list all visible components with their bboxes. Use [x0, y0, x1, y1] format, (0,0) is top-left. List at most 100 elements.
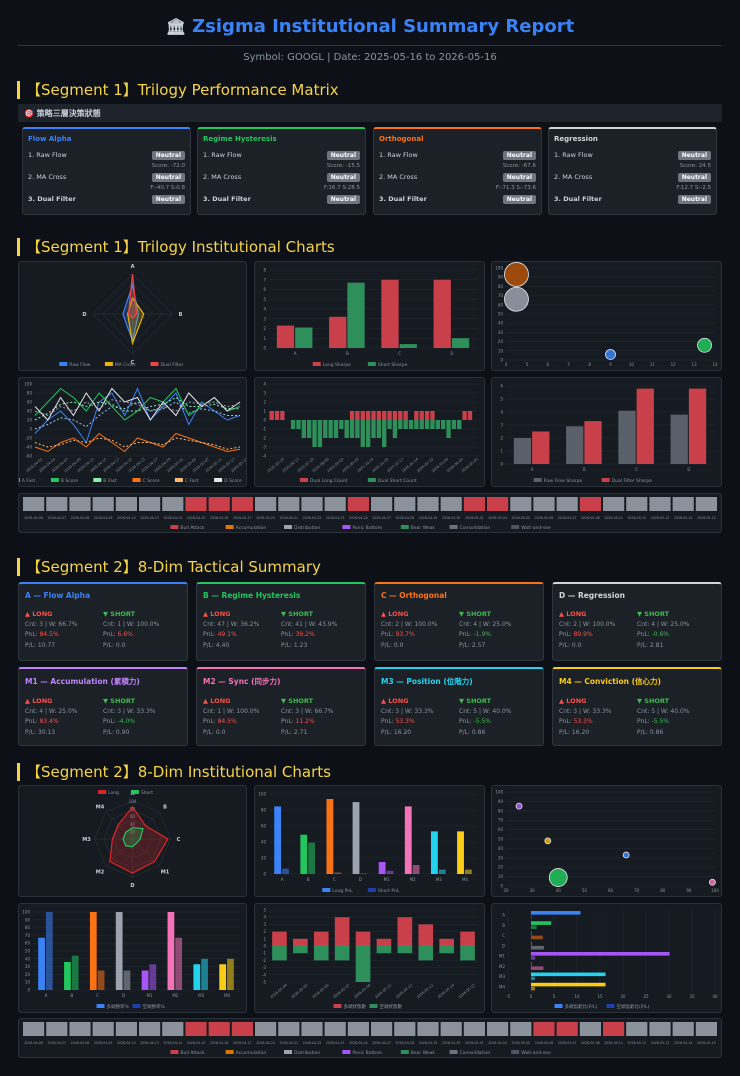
bar	[531, 962, 532, 966]
segment2-summary-title: 【Segment 2】8-Dim Tactical Summary	[17, 558, 321, 576]
chart-panel-c6_bars: 0 1 2 3 4 5 6 A B C D Raw Flow Sharpe Dual Filter Sh…	[491, 377, 722, 487]
short-column: ▼ SHORT Cnt: 5 | W: 40.0% PnL: -5.5% P/L: 0…	[637, 696, 715, 738]
legend-swatch	[342, 1050, 351, 1054]
legend-label: Bull Attack	[180, 525, 205, 531]
short-label: ▼ SHORT	[637, 697, 670, 705]
heatmap-cell	[231, 497, 253, 511]
x-tick-label: 35	[689, 994, 695, 999]
legend-label: Wait-and-see	[521, 1050, 551, 1056]
y-tick-label: 60	[27, 400, 33, 405]
legend-label: Distribution	[294, 1050, 320, 1056]
y-tick-label: 7	[263, 277, 266, 282]
y-tick-label: 80	[498, 808, 504, 813]
legend-swatch	[130, 790, 139, 794]
pnl-prefix: PnL:	[559, 631, 574, 638]
y-tick-label: 5	[500, 397, 503, 402]
x-tick-label: 2026-04-24	[349, 516, 368, 520]
y-tick-label: -60	[25, 454, 32, 459]
profit-loss-ratio: P/L: 1.23	[281, 641, 308, 649]
bar	[115, 912, 123, 990]
chart-panel-c8_radar: ABCM1DM2M3M420406080100LongShort	[18, 785, 247, 897]
bar	[440, 420, 446, 429]
pnl-prefix: PnL:	[637, 631, 652, 638]
bar	[460, 946, 475, 961]
x-tick-label: 20	[620, 994, 626, 999]
heatmap-cell	[440, 1022, 462, 1036]
heatmap-cell	[533, 1022, 555, 1036]
bar	[398, 420, 403, 429]
bar	[670, 414, 688, 464]
y-tick-label: 100	[258, 792, 266, 797]
bar	[467, 411, 473, 420]
trilogy-row-label: 1. Raw Flow	[203, 151, 242, 159]
bar	[339, 420, 344, 429]
bar	[349, 420, 355, 438]
pnl-prefix: PnL:	[203, 631, 218, 638]
trilogy-row-label: 3. Dual Filter	[28, 195, 76, 203]
heatmap-cell	[487, 1022, 509, 1036]
bar	[392, 411, 398, 420]
x-tick-label: 2026-05-13	[651, 1041, 670, 1045]
heatmap-cell	[23, 497, 45, 511]
heatmap-cell	[162, 497, 184, 511]
tactical-card: M3 — Position (位階力) ▲ LONG Cnt: 3 | W: 33.…	[374, 667, 544, 746]
long-label: ▲ LONG	[559, 610, 587, 618]
pnl-value: 53.3%	[395, 718, 415, 725]
bar	[333, 420, 339, 438]
legend-swatch	[150, 362, 159, 366]
trilogy-row-label: 2. MA Cross	[554, 173, 593, 181]
bar	[38, 937, 45, 990]
radar-tick-label: 80	[130, 807, 136, 812]
status-badge: Neutral	[151, 150, 185, 160]
pnl-value: -0.6%	[651, 631, 670, 638]
legend-label: Dual Filter Sharpe	[612, 478, 653, 484]
x-tick-label: M4	[462, 877, 468, 882]
chart-svg: 0 10 20 30 40 50 60 70 80 90 100 20 30 40 50 60 70 80 90 10…	[495, 790, 719, 894]
x-tick-label: 9	[609, 362, 612, 367]
heatmap-cell	[324, 497, 346, 511]
segment1-matrix-title: 【Segment 1】Trilogy Performance Matrix	[17, 81, 339, 99]
y-tick-label: 70	[498, 818, 504, 823]
bar	[408, 420, 414, 429]
count-winrate: Cnt: 3 | W: 66.7%	[281, 707, 334, 715]
y-tick-label: 80	[261, 808, 267, 813]
y-tick-label: 6	[263, 287, 266, 292]
trilogy-score: Score: 24.5	[679, 163, 711, 169]
long-label: ▲ LONG	[203, 610, 231, 618]
pnl-line: PnL: -5.5%	[637, 717, 715, 728]
tactical-card-name: M2 — Sync (同步力)	[203, 677, 281, 686]
x-tick-label: 2026-05-04	[488, 1041, 507, 1045]
heatmap-cell	[92, 1022, 114, 1036]
pnl-prefix: PnL:	[103, 631, 118, 638]
bar	[403, 420, 408, 429]
trilogy-score: F:-71.3 S:-73.6	[495, 185, 536, 191]
count-winrate: Cnt: 1 | W: 100.0%	[203, 707, 260, 715]
bar	[141, 970, 149, 990]
pnl-value: 53.3%	[573, 718, 593, 725]
bar	[371, 420, 376, 438]
legend-label: C Score	[143, 478, 160, 484]
legend-label: Wait-and-see	[521, 525, 551, 531]
heatmap-cell	[440, 497, 462, 511]
x-tick-label: 2026-04-08	[71, 1041, 90, 1045]
legend-label: Raw Flow Sharpe	[544, 478, 583, 484]
x-tick-label: 7	[567, 362, 570, 367]
trilogy-row-label: 3. Dual Filter	[554, 195, 602, 203]
short-label: ▼ SHORT	[281, 697, 314, 705]
tactical-columns: ▲ LONG Cnt: 47 | W: 36.2% PnL: 49.1% P/L: 4…	[203, 609, 359, 651]
pnl-value: 89.9%	[573, 631, 593, 638]
y-tick-label: 10	[498, 348, 504, 353]
bar	[688, 388, 707, 464]
scatter-point	[697, 337, 712, 353]
trilogy-card-name: Regime Hysteresis	[203, 135, 277, 143]
bar	[227, 958, 234, 990]
x-tick-label: B	[583, 467, 586, 472]
y-tick-label: -4	[262, 454, 266, 459]
x-tick-label: 2026-05-07	[332, 983, 350, 999]
legend-swatch	[50, 478, 59, 482]
tactical-columns: ▲ LONG Cnt: 3 | W: 33.3% PnL: 53.3% P/L: 16…	[559, 696, 715, 738]
bar	[460, 931, 475, 946]
legend-label: D Score	[224, 478, 242, 484]
legend-label: 空頭勝率%	[143, 1003, 166, 1010]
y-tick-label: 90	[498, 275, 504, 280]
